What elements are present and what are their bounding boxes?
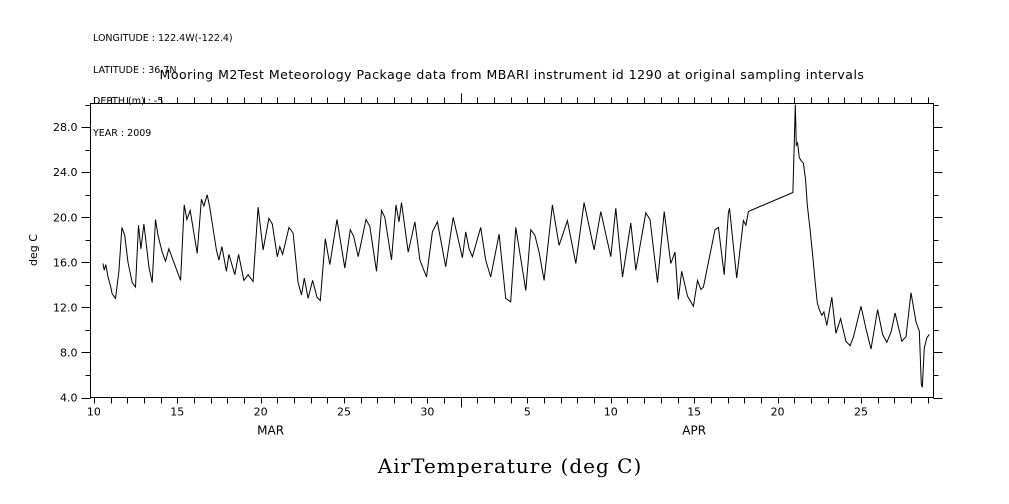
y-tick-label: 28.0	[53, 121, 78, 134]
month-label: MAR	[257, 424, 284, 438]
x-tick-label: 15	[687, 406, 701, 419]
axis-labels: 10 15 20 25 30 5 10 15 20 25 MAR APR 4.0 8.0 12.0 16.0 2…	[53, 121, 868, 437]
metadata-latitude: LATITUDE : 36.7N	[93, 64, 177, 76]
x-tick-label: 10	[604, 406, 618, 419]
x-tick-label: 10	[87, 406, 101, 419]
x-tick-label: 20	[771, 406, 785, 419]
x-tick-label: 20	[254, 406, 268, 419]
y-tick-label: 24.0	[53, 166, 78, 179]
chart-caption: AirTemperature (deg C)	[377, 454, 643, 478]
metadata-depth: DEPTH (m) : -5	[93, 96, 164, 107]
x-tick-label: 30	[420, 406, 434, 419]
x-tick-label: 25	[337, 406, 351, 419]
plot-title: Mooring M2Test Meteorology Package data …	[159, 67, 865, 82]
y-tick-label: 12.0	[53, 301, 78, 314]
y-axis-title: deg C	[27, 234, 40, 266]
x-tick-label: 15	[170, 406, 184, 419]
y-tick-label: 4.0	[60, 392, 78, 405]
axis-ticks	[81, 93, 943, 408]
x-tick-label: 25	[854, 406, 868, 419]
metadata-longitude: LONGITUDE : 122.4W(-122.4)	[93, 33, 233, 44]
y-tick-label: 20.0	[53, 211, 78, 224]
y-tick-label: 8.0	[60, 346, 78, 359]
y-tick-label: 16.0	[53, 256, 78, 269]
temperature-data-line	[102, 104, 930, 388]
station-metadata: LONGITUDE : 122.4W(-122.4) LATITUDE : 36…	[93, 13, 233, 160]
x-tick-label: 5	[524, 406, 531, 419]
month-label: APR	[682, 424, 706, 438]
metadata-year: YEAR : 2009	[93, 127, 152, 139]
